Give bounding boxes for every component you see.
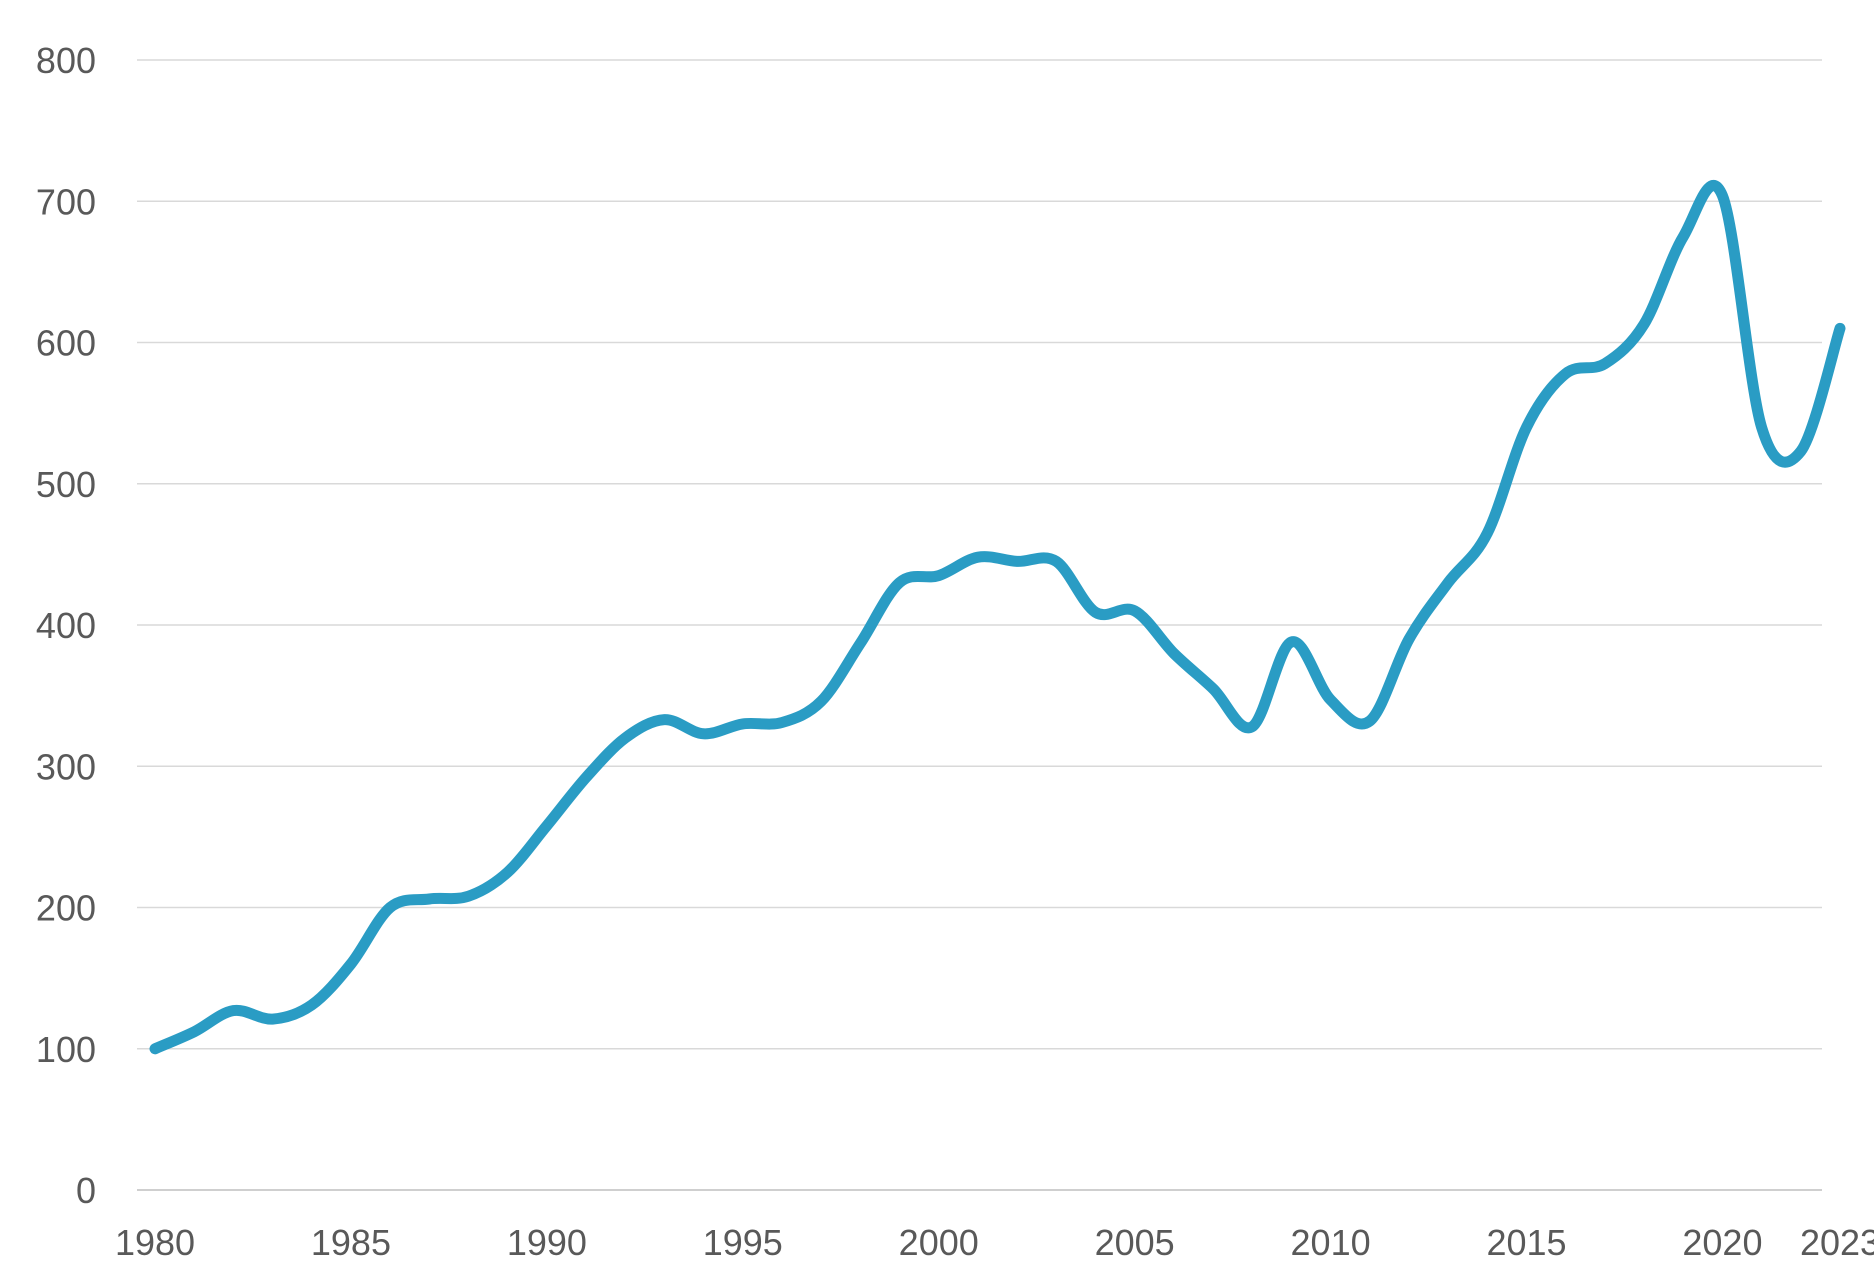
y-tick-label: 700 bbox=[36, 181, 96, 222]
x-tick-label: 2010 bbox=[1291, 1222, 1371, 1263]
x-tick-label: 1980 bbox=[115, 1222, 195, 1263]
y-tick-label: 400 bbox=[36, 605, 96, 646]
x-tick-label: 2015 bbox=[1486, 1222, 1566, 1263]
series-line bbox=[149, 180, 1846, 1055]
y-tick-label: 200 bbox=[36, 888, 96, 929]
x-tick-label: 2020 bbox=[1682, 1222, 1762, 1263]
y-tick-label: 300 bbox=[36, 746, 96, 787]
y-tick-label: 0 bbox=[76, 1170, 96, 1211]
y-tick-label: 800 bbox=[36, 40, 96, 81]
y-tick-label: 100 bbox=[36, 1029, 96, 1070]
grid bbox=[137, 59, 1822, 1191]
x-tick-label: 2000 bbox=[899, 1222, 979, 1263]
x-tick-label: 1995 bbox=[703, 1222, 783, 1263]
y-tick-label: 500 bbox=[36, 464, 96, 505]
x-tick-label: 1990 bbox=[507, 1222, 587, 1263]
x-tick-label: 2023 bbox=[1800, 1222, 1874, 1263]
x-tick-label: 2005 bbox=[1095, 1222, 1175, 1263]
series-group bbox=[149, 180, 1846, 1055]
y-tick-label: 600 bbox=[36, 323, 96, 364]
x-tick-label: 1985 bbox=[311, 1222, 391, 1263]
y-axis-ticks: 0 100 200 300 400 500 600 700 800 bbox=[36, 40, 96, 1211]
x-axis-ticks: 1980 1985 1990 1995 2000 2005 2010 2015 2020 2023 bbox=[115, 1222, 1874, 1263]
